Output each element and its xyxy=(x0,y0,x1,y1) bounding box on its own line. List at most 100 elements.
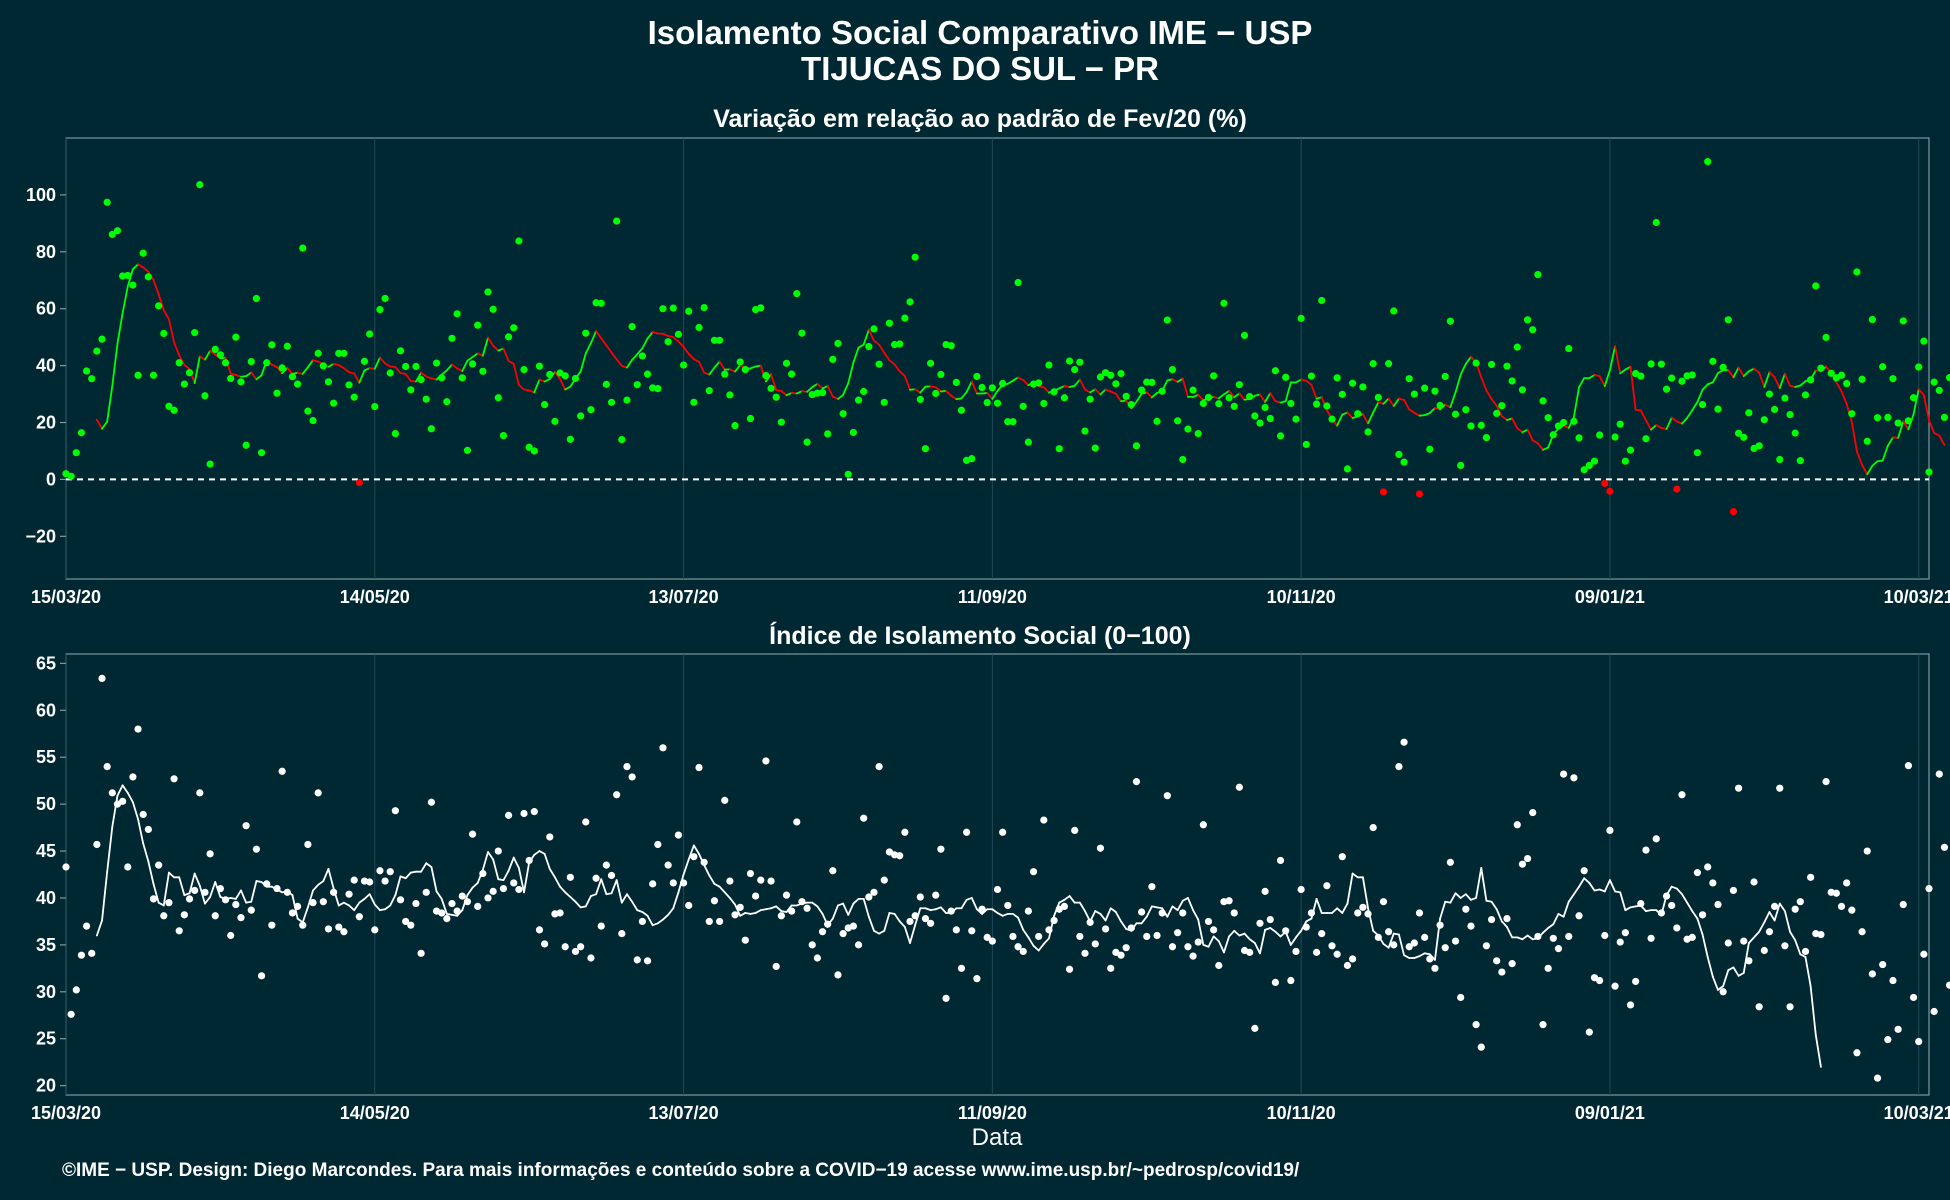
index-daily-point xyxy=(932,891,940,899)
index-moving-average-segment xyxy=(301,906,309,924)
index-moving-average-segment xyxy=(1166,905,1174,918)
index-moving-average-segment xyxy=(1094,910,1102,915)
variation-moving-average-segment xyxy=(1078,378,1086,391)
index-moving-average-segment xyxy=(610,879,618,895)
index-moving-average-segment xyxy=(554,876,561,888)
variation-daily-point xyxy=(741,365,749,374)
index-moving-average-segment xyxy=(924,907,932,912)
index-daily-point xyxy=(119,797,127,805)
variation-daily-point xyxy=(1508,377,1516,385)
variation-moving-average-segment xyxy=(204,349,211,361)
index-daily-point xyxy=(88,949,96,957)
index-daily-point xyxy=(1122,944,1130,952)
index-moving-average-segment xyxy=(867,915,875,932)
index-moving-average-segment xyxy=(646,914,654,927)
variation-moving-average-segment xyxy=(142,266,150,273)
variation-moving-average-segment xyxy=(965,380,973,393)
index-daily-point xyxy=(1879,960,1887,969)
variation-moving-average-segment xyxy=(1598,375,1606,387)
footer-credit: ©IME − USP. Design: Diego Marcondes. Par… xyxy=(62,1160,1300,1181)
variation-moving-average-segment xyxy=(564,385,572,391)
variation-daily-point xyxy=(1580,466,1588,474)
variation-daily-point xyxy=(1107,371,1115,379)
index-daily-point xyxy=(983,933,991,941)
variation-moving-average-segment xyxy=(1269,392,1277,403)
index-daily-point xyxy=(402,917,410,926)
index-moving-average-segment xyxy=(132,801,139,821)
index-daily-point xyxy=(1765,928,1774,936)
index-moving-average-segment xyxy=(1562,900,1570,918)
index-daily-point xyxy=(1436,921,1444,929)
index-daily-point xyxy=(1410,939,1418,947)
variation-moving-average-segment xyxy=(1500,415,1508,421)
index-daily-point xyxy=(1513,821,1521,829)
index-daily-point xyxy=(206,850,214,858)
variation-y-tick-label: 100 xyxy=(26,185,56,205)
index-daily-point xyxy=(1740,937,1748,945)
index-moving-average-segment xyxy=(430,866,438,893)
index-daily-point xyxy=(1014,943,1022,951)
variation-daily-point xyxy=(355,478,363,487)
variation-moving-average-segment xyxy=(1181,377,1189,398)
index-daily-point xyxy=(1626,1001,1635,1009)
variation-daily-point xyxy=(1853,268,1861,276)
variation-y-tick-label: 80 xyxy=(36,242,56,262)
variation-daily-point xyxy=(638,352,646,360)
index-daily-point xyxy=(643,957,652,965)
variation-moving-average-segment xyxy=(533,378,541,394)
index-daily-point xyxy=(618,930,626,938)
variation-daily-point xyxy=(1266,414,1274,423)
variation-daily-point xyxy=(1873,414,1882,422)
variation-daily-point xyxy=(1060,394,1069,402)
variation-daily-point xyxy=(1668,374,1676,382)
variation-daily-point xyxy=(185,369,194,377)
variation-moving-average-segment xyxy=(1042,386,1050,394)
variation-daily-point xyxy=(1724,316,1732,324)
variation-moving-average-segment xyxy=(867,328,875,342)
variation-moving-average-segment xyxy=(806,386,814,393)
variation-daily-point xyxy=(515,237,523,245)
variation-daily-point xyxy=(1477,421,1485,429)
variation-moving-average-segment xyxy=(1675,420,1683,425)
index-daily-point xyxy=(1662,892,1671,900)
index-daily-point xyxy=(108,789,116,797)
index-moving-average-segment xyxy=(178,876,186,897)
variation-moving-average-segment xyxy=(451,363,459,370)
index-y-tick-label: 50 xyxy=(36,794,56,814)
index-daily-point xyxy=(376,867,384,875)
index-daily-point xyxy=(350,876,358,884)
index-daily-point xyxy=(1395,762,1403,771)
variation-daily-point xyxy=(757,304,765,312)
variation-daily-point xyxy=(582,329,590,337)
variation-daily-point xyxy=(160,329,168,338)
index-moving-average-segment xyxy=(1387,932,1395,949)
index-daily-point xyxy=(1086,918,1094,926)
index-daily-point xyxy=(129,773,137,781)
index-moving-average-segment xyxy=(590,893,597,897)
variation-moving-average-segment xyxy=(1176,377,1184,383)
index-daily-point xyxy=(268,921,276,929)
index-daily-point xyxy=(103,762,111,771)
variation-daily-point xyxy=(726,391,734,399)
variation-moving-average-segment xyxy=(837,394,845,400)
index-daily-point xyxy=(1179,909,1187,917)
variation-moving-average-segment xyxy=(1706,381,1714,386)
variation-daily-point xyxy=(968,455,976,463)
index-moving-average-segment xyxy=(1583,877,1591,884)
index-daily-point xyxy=(504,811,513,819)
variation-daily-point xyxy=(129,281,137,289)
variation-daily-point xyxy=(1518,386,1527,394)
index-y-tick-label: 35 xyxy=(36,935,56,955)
index-daily-point xyxy=(1204,917,1213,926)
index-moving-average-segment xyxy=(1027,936,1035,947)
variation-moving-average-segment xyxy=(1933,432,1941,437)
variation-moving-average-segment xyxy=(945,390,953,397)
variation-moving-average-segment xyxy=(306,359,314,369)
variation-daily-point xyxy=(1369,360,1377,368)
variation-daily-point xyxy=(788,370,796,378)
index-daily-point xyxy=(463,898,472,906)
variation-moving-average-segment xyxy=(250,371,258,381)
variation-moving-average-segment xyxy=(255,374,263,381)
index-moving-average-segment xyxy=(1773,902,1781,922)
index-moving-average-segment xyxy=(1706,956,1714,978)
